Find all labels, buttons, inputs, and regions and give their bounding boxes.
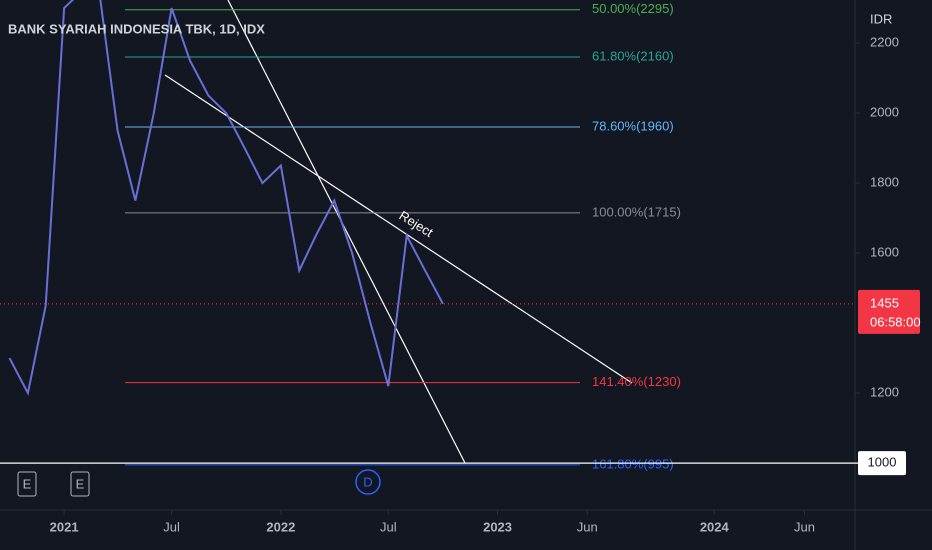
- fib-label: 61.80%(2160): [592, 48, 674, 63]
- x-tick-label: Jul: [163, 519, 180, 534]
- x-tick-label: 2022: [266, 519, 295, 534]
- currency: IDR: [870, 11, 892, 26]
- price-box: [858, 451, 906, 476]
- fib-label: 100.00%(1715): [592, 204, 681, 219]
- y-tick-label: 1200: [870, 385, 899, 400]
- fib-label: 161.80%(995): [592, 456, 674, 471]
- x-tick-label: 2021: [50, 519, 79, 534]
- y-tick-label: 1600: [870, 245, 899, 260]
- last-price-box: [858, 289, 920, 334]
- x-tick-label: Jun: [794, 519, 815, 534]
- trend-line: [164, 74, 633, 384]
- price-label: 1000: [868, 455, 897, 470]
- y-tick-label: 2000: [870, 104, 899, 119]
- x-tick-label: 2023: [483, 519, 512, 534]
- x-tick-label: 2024: [700, 519, 730, 534]
- x-tick-label: Jul: [380, 519, 397, 534]
- y-tick-label: 2200: [870, 34, 899, 49]
- x-tick-label: Jun: [577, 519, 598, 534]
- event-marker: [17, 471, 37, 497]
- event-label: D: [363, 474, 372, 489]
- fib-label: 50.00%(2295): [592, 1, 674, 16]
- event-marker: [355, 469, 381, 495]
- y-tick-label: 1800: [870, 175, 899, 190]
- chart-title: BANK SYARIAH INDONESIA TBK, 1D, IDX: [8, 21, 265, 36]
- countdown: 06:58:00: [870, 314, 921, 329]
- event-marker: [70, 471, 90, 497]
- plot-area: [8, 0, 633, 466]
- fib-label: 78.60%(1960): [592, 118, 674, 133]
- last-price-label: 1455: [870, 295, 899, 310]
- fib-label: 141.40%(1230): [592, 374, 681, 389]
- price-line: [8, 0, 444, 397]
- event-label: E: [76, 476, 85, 491]
- event-label: E: [23, 476, 32, 491]
- trend-line: [227, 0, 466, 464]
